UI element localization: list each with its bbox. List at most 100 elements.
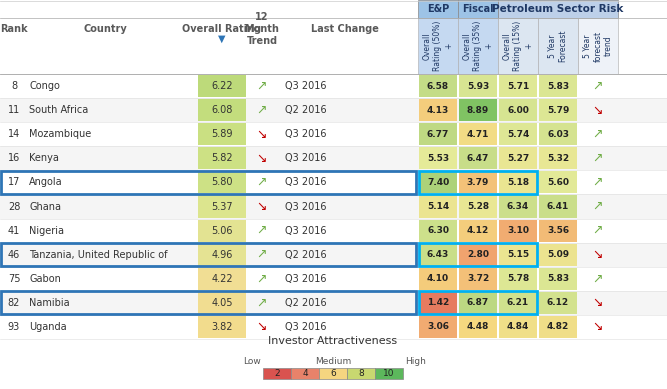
Bar bbox=[419, 244, 457, 266]
Bar bbox=[198, 316, 246, 338]
Text: Overall Rating: Overall Rating bbox=[183, 24, 261, 34]
Text: ↗: ↗ bbox=[593, 128, 603, 141]
Bar bbox=[579, 195, 617, 217]
Text: 1.42: 1.42 bbox=[427, 298, 449, 307]
Text: 6.22: 6.22 bbox=[211, 81, 233, 91]
Text: Country: Country bbox=[83, 24, 127, 34]
Text: 4.84: 4.84 bbox=[507, 322, 529, 331]
Text: 3.82: 3.82 bbox=[211, 322, 233, 332]
Text: 5.28: 5.28 bbox=[467, 202, 489, 211]
Bar bbox=[499, 147, 537, 169]
Bar bbox=[579, 219, 617, 242]
Text: 4.71: 4.71 bbox=[467, 130, 489, 139]
Bar bbox=[419, 171, 537, 194]
Bar bbox=[0, 315, 667, 339]
Text: 93: 93 bbox=[8, 322, 20, 332]
Text: Q3 2016: Q3 2016 bbox=[285, 81, 327, 91]
Text: Uganda: Uganda bbox=[29, 322, 67, 332]
Text: ↘: ↘ bbox=[593, 103, 603, 117]
Bar bbox=[0, 98, 667, 122]
Text: 5.83: 5.83 bbox=[547, 274, 569, 283]
Bar bbox=[1, 171, 416, 194]
Bar bbox=[198, 244, 246, 266]
Bar bbox=[0, 170, 667, 194]
Bar bbox=[499, 75, 537, 97]
Text: 3.06: 3.06 bbox=[427, 322, 449, 331]
Text: 6.08: 6.08 bbox=[211, 105, 233, 115]
Text: 5.53: 5.53 bbox=[427, 154, 449, 163]
Bar bbox=[539, 99, 577, 121]
Text: 2.80: 2.80 bbox=[467, 250, 489, 259]
Bar bbox=[538, 18, 578, 74]
Text: 4.48: 4.48 bbox=[467, 322, 489, 331]
Bar bbox=[198, 147, 246, 169]
Text: 82: 82 bbox=[8, 298, 20, 308]
Bar bbox=[291, 368, 319, 379]
Bar bbox=[499, 195, 537, 217]
Text: ↘: ↘ bbox=[593, 321, 603, 333]
Text: Q2 2016: Q2 2016 bbox=[285, 105, 327, 115]
Bar bbox=[499, 99, 537, 121]
Text: 3.72: 3.72 bbox=[467, 274, 489, 283]
Text: ↗: ↗ bbox=[257, 272, 267, 285]
Bar bbox=[579, 123, 617, 145]
Bar bbox=[418, 0, 458, 18]
Text: ↘: ↘ bbox=[593, 296, 603, 309]
Text: 5.27: 5.27 bbox=[507, 154, 529, 163]
Bar bbox=[459, 147, 497, 169]
Text: 5.18: 5.18 bbox=[507, 178, 529, 187]
Bar bbox=[1, 291, 416, 314]
Text: 6.47: 6.47 bbox=[467, 154, 489, 163]
Text: Q2 2016: Q2 2016 bbox=[285, 250, 327, 260]
Text: ↗: ↗ bbox=[257, 79, 267, 93]
Bar bbox=[458, 18, 498, 74]
Bar bbox=[459, 123, 497, 145]
Text: 75: 75 bbox=[8, 274, 20, 284]
Text: ↗: ↗ bbox=[257, 176, 267, 189]
Text: 4.82: 4.82 bbox=[547, 322, 569, 331]
Text: 46: 46 bbox=[8, 250, 20, 260]
Bar bbox=[198, 268, 246, 290]
Text: Gabon: Gabon bbox=[29, 274, 61, 284]
Text: ↗: ↗ bbox=[593, 272, 603, 285]
Text: Ghana: Ghana bbox=[29, 202, 61, 212]
Bar bbox=[347, 368, 375, 379]
Bar bbox=[419, 316, 457, 338]
Text: 3.56: 3.56 bbox=[547, 226, 569, 235]
Text: ↗: ↗ bbox=[593, 200, 603, 213]
Text: Overall
Rating (50%)
+: Overall Rating (50%) + bbox=[423, 21, 453, 71]
Text: 5 Year
Forecast: 5 Year Forecast bbox=[548, 30, 568, 62]
Text: 4.05: 4.05 bbox=[211, 298, 233, 308]
Text: 5.74: 5.74 bbox=[507, 130, 529, 139]
Bar bbox=[419, 147, 457, 169]
Text: Petroleum Sector Risk: Petroleum Sector Risk bbox=[492, 4, 624, 14]
Text: Medium: Medium bbox=[315, 357, 351, 366]
Text: 4: 4 bbox=[302, 369, 307, 378]
Text: 5.89: 5.89 bbox=[211, 129, 233, 139]
Bar bbox=[579, 244, 617, 266]
Bar bbox=[498, 18, 538, 74]
Text: 6.34: 6.34 bbox=[507, 202, 529, 211]
Bar bbox=[459, 195, 497, 217]
Text: ↘: ↘ bbox=[257, 321, 267, 333]
Text: ↘: ↘ bbox=[257, 200, 267, 213]
Text: 4.13: 4.13 bbox=[427, 106, 449, 115]
Text: ↘: ↘ bbox=[257, 128, 267, 141]
Bar bbox=[198, 172, 246, 193]
Text: ↗: ↗ bbox=[593, 79, 603, 93]
Text: 6.03: 6.03 bbox=[547, 130, 569, 139]
Text: 5 Year
forecast
trend: 5 Year forecast trend bbox=[583, 30, 613, 61]
Text: 41: 41 bbox=[8, 226, 20, 236]
Text: Q3 2016: Q3 2016 bbox=[285, 274, 327, 284]
Text: ▼: ▼ bbox=[218, 34, 225, 44]
Text: 6.30: 6.30 bbox=[427, 226, 449, 235]
Text: 7.40: 7.40 bbox=[427, 178, 449, 187]
Text: 4.12: 4.12 bbox=[467, 226, 489, 235]
Text: E&P: E&P bbox=[427, 4, 449, 14]
Text: Congo: Congo bbox=[29, 81, 60, 91]
Bar bbox=[539, 316, 577, 338]
Bar bbox=[539, 172, 577, 193]
Text: Namibia: Namibia bbox=[29, 298, 69, 308]
Text: 28: 28 bbox=[8, 202, 20, 212]
Bar bbox=[539, 219, 577, 242]
